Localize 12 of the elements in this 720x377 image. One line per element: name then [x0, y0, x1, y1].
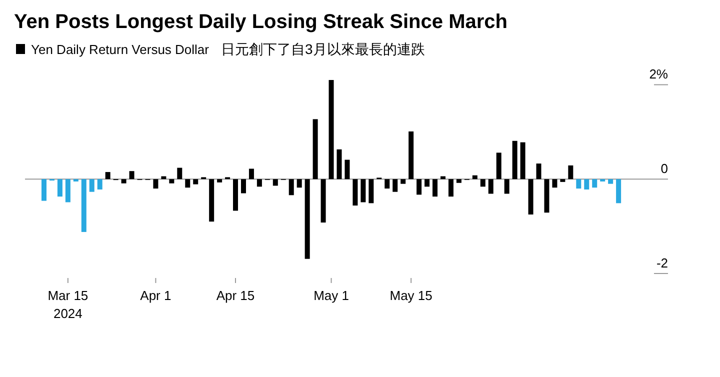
y-tick-label: 2% — [649, 66, 668, 82]
x-tick-label: Mar 15 — [48, 288, 88, 303]
chart-title: Yen Posts Longest Daily Losing Streak Since March — [14, 11, 508, 33]
y-tick-label: -2 — [656, 256, 668, 270]
x-tick-label: May 1 — [314, 288, 349, 303]
text: 2024 — [53, 306, 82, 321]
x-tick-label: Apr 1 — [140, 288, 172, 303]
x-tick-label: Apr 15 — [216, 288, 255, 303]
y-tick-label: 0 — [660, 161, 668, 176]
legend-label: Yen Daily Return Versus Dollar — [31, 42, 210, 57]
x-tick-label: May 15 — [390, 288, 432, 303]
chart-subtitle: 日元創下了自3月以來最長的連跌 — [221, 41, 425, 57]
